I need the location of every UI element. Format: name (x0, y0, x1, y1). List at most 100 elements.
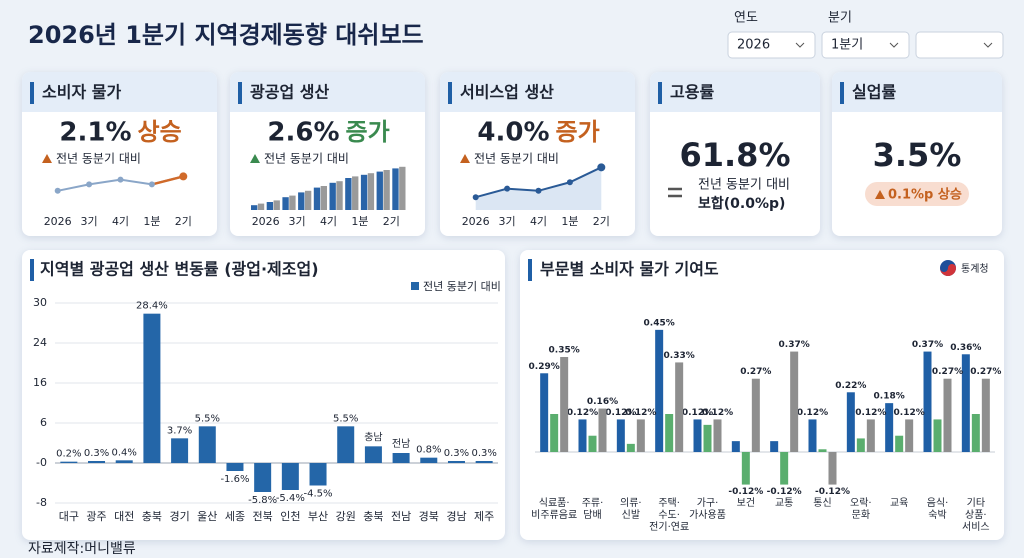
bar (115, 460, 133, 463)
value-label: -5.4% (276, 493, 305, 504)
value-label: -5.8% (248, 495, 277, 506)
logo-text: 통계청 (961, 263, 989, 275)
spark-point (117, 176, 124, 183)
spark-bar (304, 190, 312, 210)
spark-label: 3기 (81, 215, 98, 228)
bar (818, 449, 827, 452)
value-label: -4.5% (304, 489, 333, 500)
y-tick-label: 24 (33, 336, 47, 349)
kpi-note: 전년 동분기 대비 (264, 152, 349, 166)
bar (626, 443, 635, 452)
x-tick-label: 교육 (890, 497, 908, 509)
x-tick-label: 경남 (446, 510, 466, 523)
kpi-header (230, 72, 425, 112)
kpi-badge-text: 0.1%p 상승 (888, 188, 962, 203)
value-label: 28.4% (136, 301, 168, 312)
value-label: 0.33% (664, 351, 695, 361)
spark-bar (376, 171, 383, 210)
spark-label: 2기 (593, 215, 610, 228)
value-label: 0.12% (702, 408, 733, 418)
spark-label: 1분 (561, 215, 578, 228)
spark-bar (313, 187, 321, 210)
x-tick-label: 부산 (308, 510, 328, 523)
chart-title: 부문별 소비자 물가 기여도 (540, 260, 719, 279)
legend-swatch (411, 282, 419, 290)
kpi-header (832, 72, 1002, 112)
kpi-title: 고용률 (670, 83, 714, 102)
bar (808, 419, 817, 452)
spark-point (54, 187, 61, 194)
bar (198, 426, 216, 463)
value-label: 0.8% (416, 445, 441, 456)
kpi-card (230, 72, 425, 236)
bar (856, 438, 865, 452)
dropdown-arrow (795, 42, 805, 48)
bar (675, 362, 684, 452)
spark-point (86, 181, 93, 188)
spark-label: 4기 (320, 215, 337, 228)
spark-bar (352, 176, 359, 210)
value-label: 0.22% (835, 381, 866, 391)
x-tick-label: 충북 (363, 510, 383, 523)
annotation: 충남 (364, 431, 382, 443)
bar (475, 461, 493, 463)
spark-bar (320, 186, 327, 210)
bar (226, 463, 244, 471)
x-tick-label: 대구 (59, 510, 79, 523)
spark-label: 4기 (112, 215, 129, 228)
bar (60, 461, 78, 463)
bar (780, 452, 789, 485)
bar (143, 313, 161, 463)
bar (885, 403, 894, 452)
kpi-accent (658, 82, 662, 104)
spark-bar (298, 192, 305, 210)
trend-icon (460, 154, 470, 163)
bar (171, 438, 189, 463)
x-tick-label: 음식· 숙박 (927, 497, 949, 521)
filter-label: 분기 (828, 11, 852, 26)
x-tick-label: 광주 (86, 510, 106, 523)
bar (281, 463, 299, 490)
kpi-title: 서비스업 생산 (460, 83, 554, 102)
dropdown[interactable] (727, 31, 816, 59)
value-label: 0.36% (950, 343, 981, 353)
bar (392, 453, 410, 463)
kpi-note: 전년 동분기 대비 (56, 152, 141, 166)
bar (905, 419, 914, 452)
trend-icon (250, 154, 260, 163)
bar (981, 378, 990, 452)
spark-bar (282, 197, 289, 210)
bar (790, 351, 799, 452)
y-tick-label: 16 (33, 376, 47, 389)
x-tick-label: 의류· 신발 (620, 497, 642, 521)
kpi-note: 전년 동분기 대비 (474, 152, 559, 166)
kpi-accent (30, 82, 34, 104)
spark-point (148, 181, 155, 188)
kpi-status: 상승 (138, 118, 182, 146)
bar (560, 357, 569, 452)
value-label: -0.12% (815, 487, 850, 497)
value-label: -0.12% (728, 487, 763, 497)
x-tick-label: 충북 (142, 510, 162, 523)
kpi-title: 소비자 물가 (42, 83, 121, 102)
kpi-detail: 보합(0.0%p) (698, 195, 785, 212)
kpi-title: 광공업 생산 (250, 83, 329, 102)
dropdown[interactable] (821, 31, 910, 59)
bar (943, 378, 952, 452)
y-tick-label: -8 (36, 496, 47, 509)
source: 자료제작:머니밸류 (28, 541, 136, 557)
spark-point (566, 179, 573, 186)
bar (961, 354, 970, 452)
dropdown-arrow (889, 42, 899, 48)
x-tick-label: 경기 (169, 510, 189, 523)
spark-label: 3기 (499, 215, 516, 228)
dropdown-value: 1분기 (831, 38, 863, 53)
y-tick-label: 30 (33, 296, 47, 309)
x-tick-label: 통신 (813, 497, 831, 509)
kpi-header (440, 72, 635, 112)
value-label: 0.12% (567, 408, 598, 418)
spark-label: 2026 (252, 215, 280, 228)
bar (846, 392, 855, 452)
empty-dropdown[interactable] (915, 31, 1004, 59)
